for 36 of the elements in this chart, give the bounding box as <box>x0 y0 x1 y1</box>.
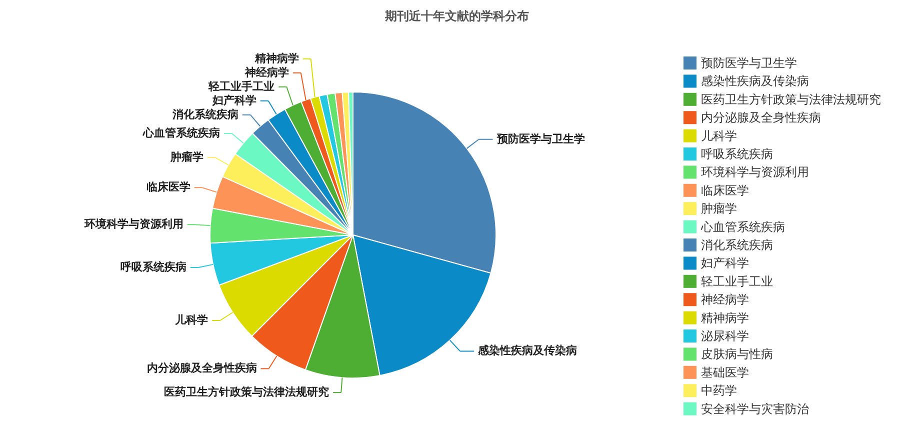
chart-title: 期刊近十年文献的学科分布 <box>384 9 529 23</box>
legend-label: 皮肤病与性病 <box>701 347 773 362</box>
data-label: 神经病学 <box>244 66 289 79</box>
data-label: 肿瘤学 <box>169 150 204 164</box>
legend-label: 安全科学与灾害防治 <box>701 402 809 416</box>
data-label: 消化系统疾病 <box>171 108 238 121</box>
legend-label: 临床医学 <box>701 183 749 198</box>
data-label: 预防医学与卫生学 <box>496 132 585 146</box>
legend-label: 医药卫生方针政策与法律法规研究 <box>701 92 881 106</box>
data-label: 妇产科学 <box>211 94 256 107</box>
data-label: 轻工业手工业 <box>208 80 275 93</box>
data-label: 内分泌腺及全身性疾病 <box>146 362 257 375</box>
legend-label: 消化系统疾病 <box>701 238 773 252</box>
legend-label: 肿瘤学 <box>701 202 737 216</box>
data-label: 临床医学 <box>146 180 190 194</box>
legend-label: 预防医学与卫生学 <box>701 56 797 70</box>
data-label: 感染性疾病及传染病 <box>477 344 578 358</box>
data-label: 环境科学与资源利用 <box>83 218 184 231</box>
data-label: 精神病学 <box>254 52 299 65</box>
data-label: 呼吸系统疾病 <box>120 260 186 274</box>
legend-label: 心血管系统疾病 <box>700 220 785 234</box>
legend-label: 呼吸系统疾病 <box>701 147 773 161</box>
legend-label: 神经病学 <box>701 292 749 307</box>
legend-label: 基础医学 <box>701 365 749 380</box>
legend-label: 精神病学 <box>701 310 749 325</box>
legend-label: 中药学 <box>701 384 737 398</box>
legend-label: 泌尿科学 <box>701 329 749 343</box>
legend-label: 妇产科学 <box>701 256 749 270</box>
data-label: 心血管系统疾病 <box>142 126 220 140</box>
data-label: 医药卫生方针政策与法律法规研究 <box>164 386 330 399</box>
legend-label: 轻工业手工业 <box>701 274 773 288</box>
legend-label: 环境科学与资源利用 <box>701 165 809 180</box>
data-label: 儿科学 <box>174 313 208 326</box>
legend-label: 感染性疾病及传染病 <box>701 74 809 88</box>
legend-label: 内分泌腺及全身性疾病 <box>701 110 821 125</box>
legend-label: 儿科学 <box>701 128 737 143</box>
